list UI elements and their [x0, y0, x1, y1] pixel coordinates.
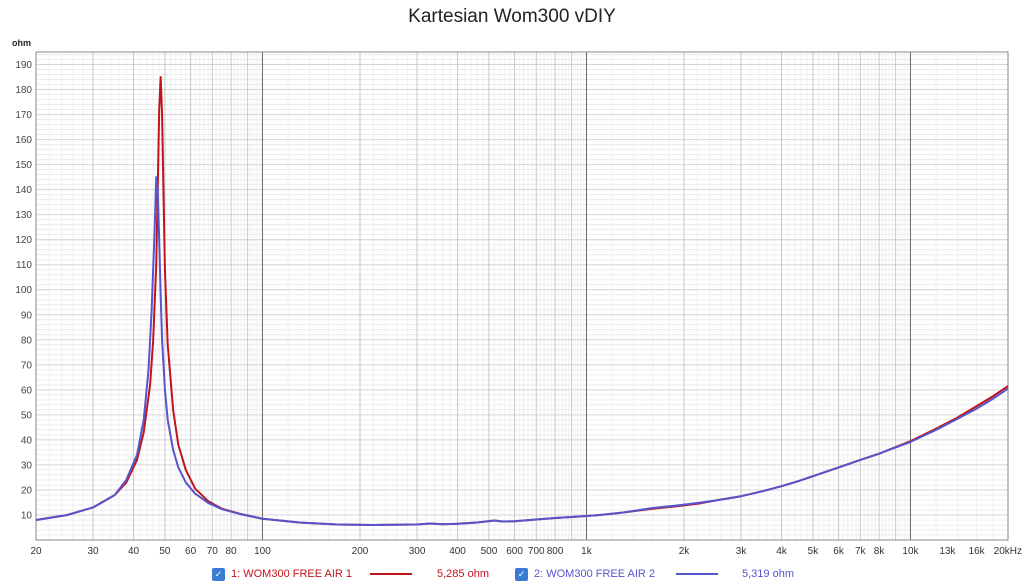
- x-tick-label: 16k: [969, 546, 986, 557]
- y-tick-label: 90: [21, 310, 33, 321]
- x-tick-label: 70: [207, 546, 219, 557]
- y-tick-labels: 10 20 30 40 50 60 70 80 90 100 110 120 130 140 150 160 1…: [15, 60, 32, 521]
- x-tick-labels: 20 30 40 50 60 70 80 100 200 300 400 500 600 700 800 1k…: [30, 546, 1022, 557]
- x-tick-label: 700: [528, 546, 545, 557]
- legend-series-2-swatch: [676, 573, 718, 575]
- y-tick-label: 160: [15, 135, 32, 146]
- x-tick-label: 6k: [833, 546, 845, 557]
- x-tick-label: 100: [254, 546, 271, 557]
- legend-series-1-name: 1: WOM300 FREE AIR 1: [231, 568, 353, 580]
- legend-item-series-1[interactable]: ✓ 1: WOM300 FREE AIR 1: [212, 564, 352, 584]
- y-tick-label: 130: [15, 210, 32, 221]
- legend-series-1-value: 5,285 ohm: [437, 568, 489, 580]
- y-tick-label: 170: [15, 110, 32, 121]
- x-tick-label: 800: [547, 546, 564, 557]
- x-tick-label: 20: [30, 546, 42, 557]
- grid-minor: [36, 52, 1008, 540]
- x-tick-label: 10k: [902, 546, 919, 557]
- legend-series-2-name: 2: WOM300 FREE AIR 2: [534, 568, 656, 580]
- series-line-2: [35, 176, 1009, 526]
- y-tick-label: 110: [16, 260, 32, 271]
- x-tick-label: 2k: [679, 546, 691, 557]
- x-tick-label: 4k: [776, 546, 788, 557]
- x-tick-label: 1k: [581, 546, 593, 557]
- x-tick-label: 50: [159, 546, 171, 557]
- y-tick-label: 120: [15, 235, 32, 246]
- series-2-checkbox-icon[interactable]: ✓: [515, 567, 528, 581]
- y-tick-label: 60: [21, 385, 33, 396]
- y-tick-label: 100: [15, 285, 32, 296]
- y-tick-label: 40: [21, 435, 33, 446]
- x-tick-label: 7k: [855, 546, 867, 557]
- legend-item-series-2[interactable]: ✓ 2: WOM300 FREE AIR 2: [515, 564, 655, 584]
- y-tick-label: 140: [15, 185, 32, 196]
- series-lines: [35, 76, 1009, 526]
- plot-frame: [35, 51, 1009, 541]
- grid-major: [36, 52, 1008, 540]
- x-tick-label: 600: [506, 546, 523, 557]
- x-tick-label: 300: [409, 546, 426, 557]
- chart-title: Kartesian Wom300 vDIY: [408, 6, 616, 27]
- x-tick-label: 5k: [808, 546, 820, 557]
- y-tick-label: 70: [21, 360, 33, 371]
- x-tick-label: 400: [449, 546, 466, 557]
- y-tick-label: 20: [21, 485, 33, 496]
- legend: ✓ 1: WOM300 FREE AIR 1 5,285 ohm ✓ 2: WO…: [0, 564, 1024, 584]
- x-tick-label: 8k: [874, 546, 886, 557]
- y-tick-label: 10: [21, 510, 33, 521]
- y-tick-label: 150: [15, 160, 32, 171]
- x-tick-label: 80: [226, 546, 238, 557]
- x-tick-label: 60: [185, 546, 197, 557]
- y-axis-unit-label: ohm: [12, 38, 31, 48]
- y-tick-label: 80: [21, 335, 33, 346]
- x-tick-label: 20kHz: [994, 546, 1022, 557]
- x-tick-label: 500: [481, 546, 498, 557]
- x-tick-label: 200: [352, 546, 369, 557]
- x-tick-label: 30: [87, 546, 99, 557]
- y-tick-label: 50: [21, 410, 33, 421]
- x-tick-label: 13k: [939, 546, 956, 557]
- legend-series-2-value: 5,319 ohm: [742, 568, 794, 580]
- series-1-checkbox-icon[interactable]: ✓: [212, 567, 225, 581]
- x-tick-label: 40: [128, 546, 140, 557]
- y-tick-label: 30: [21, 460, 33, 471]
- legend-series-1-swatch: [370, 573, 412, 575]
- y-tick-label: 180: [15, 85, 32, 96]
- x-tick-label: 3k: [736, 546, 748, 557]
- y-tick-label: 190: [15, 60, 32, 71]
